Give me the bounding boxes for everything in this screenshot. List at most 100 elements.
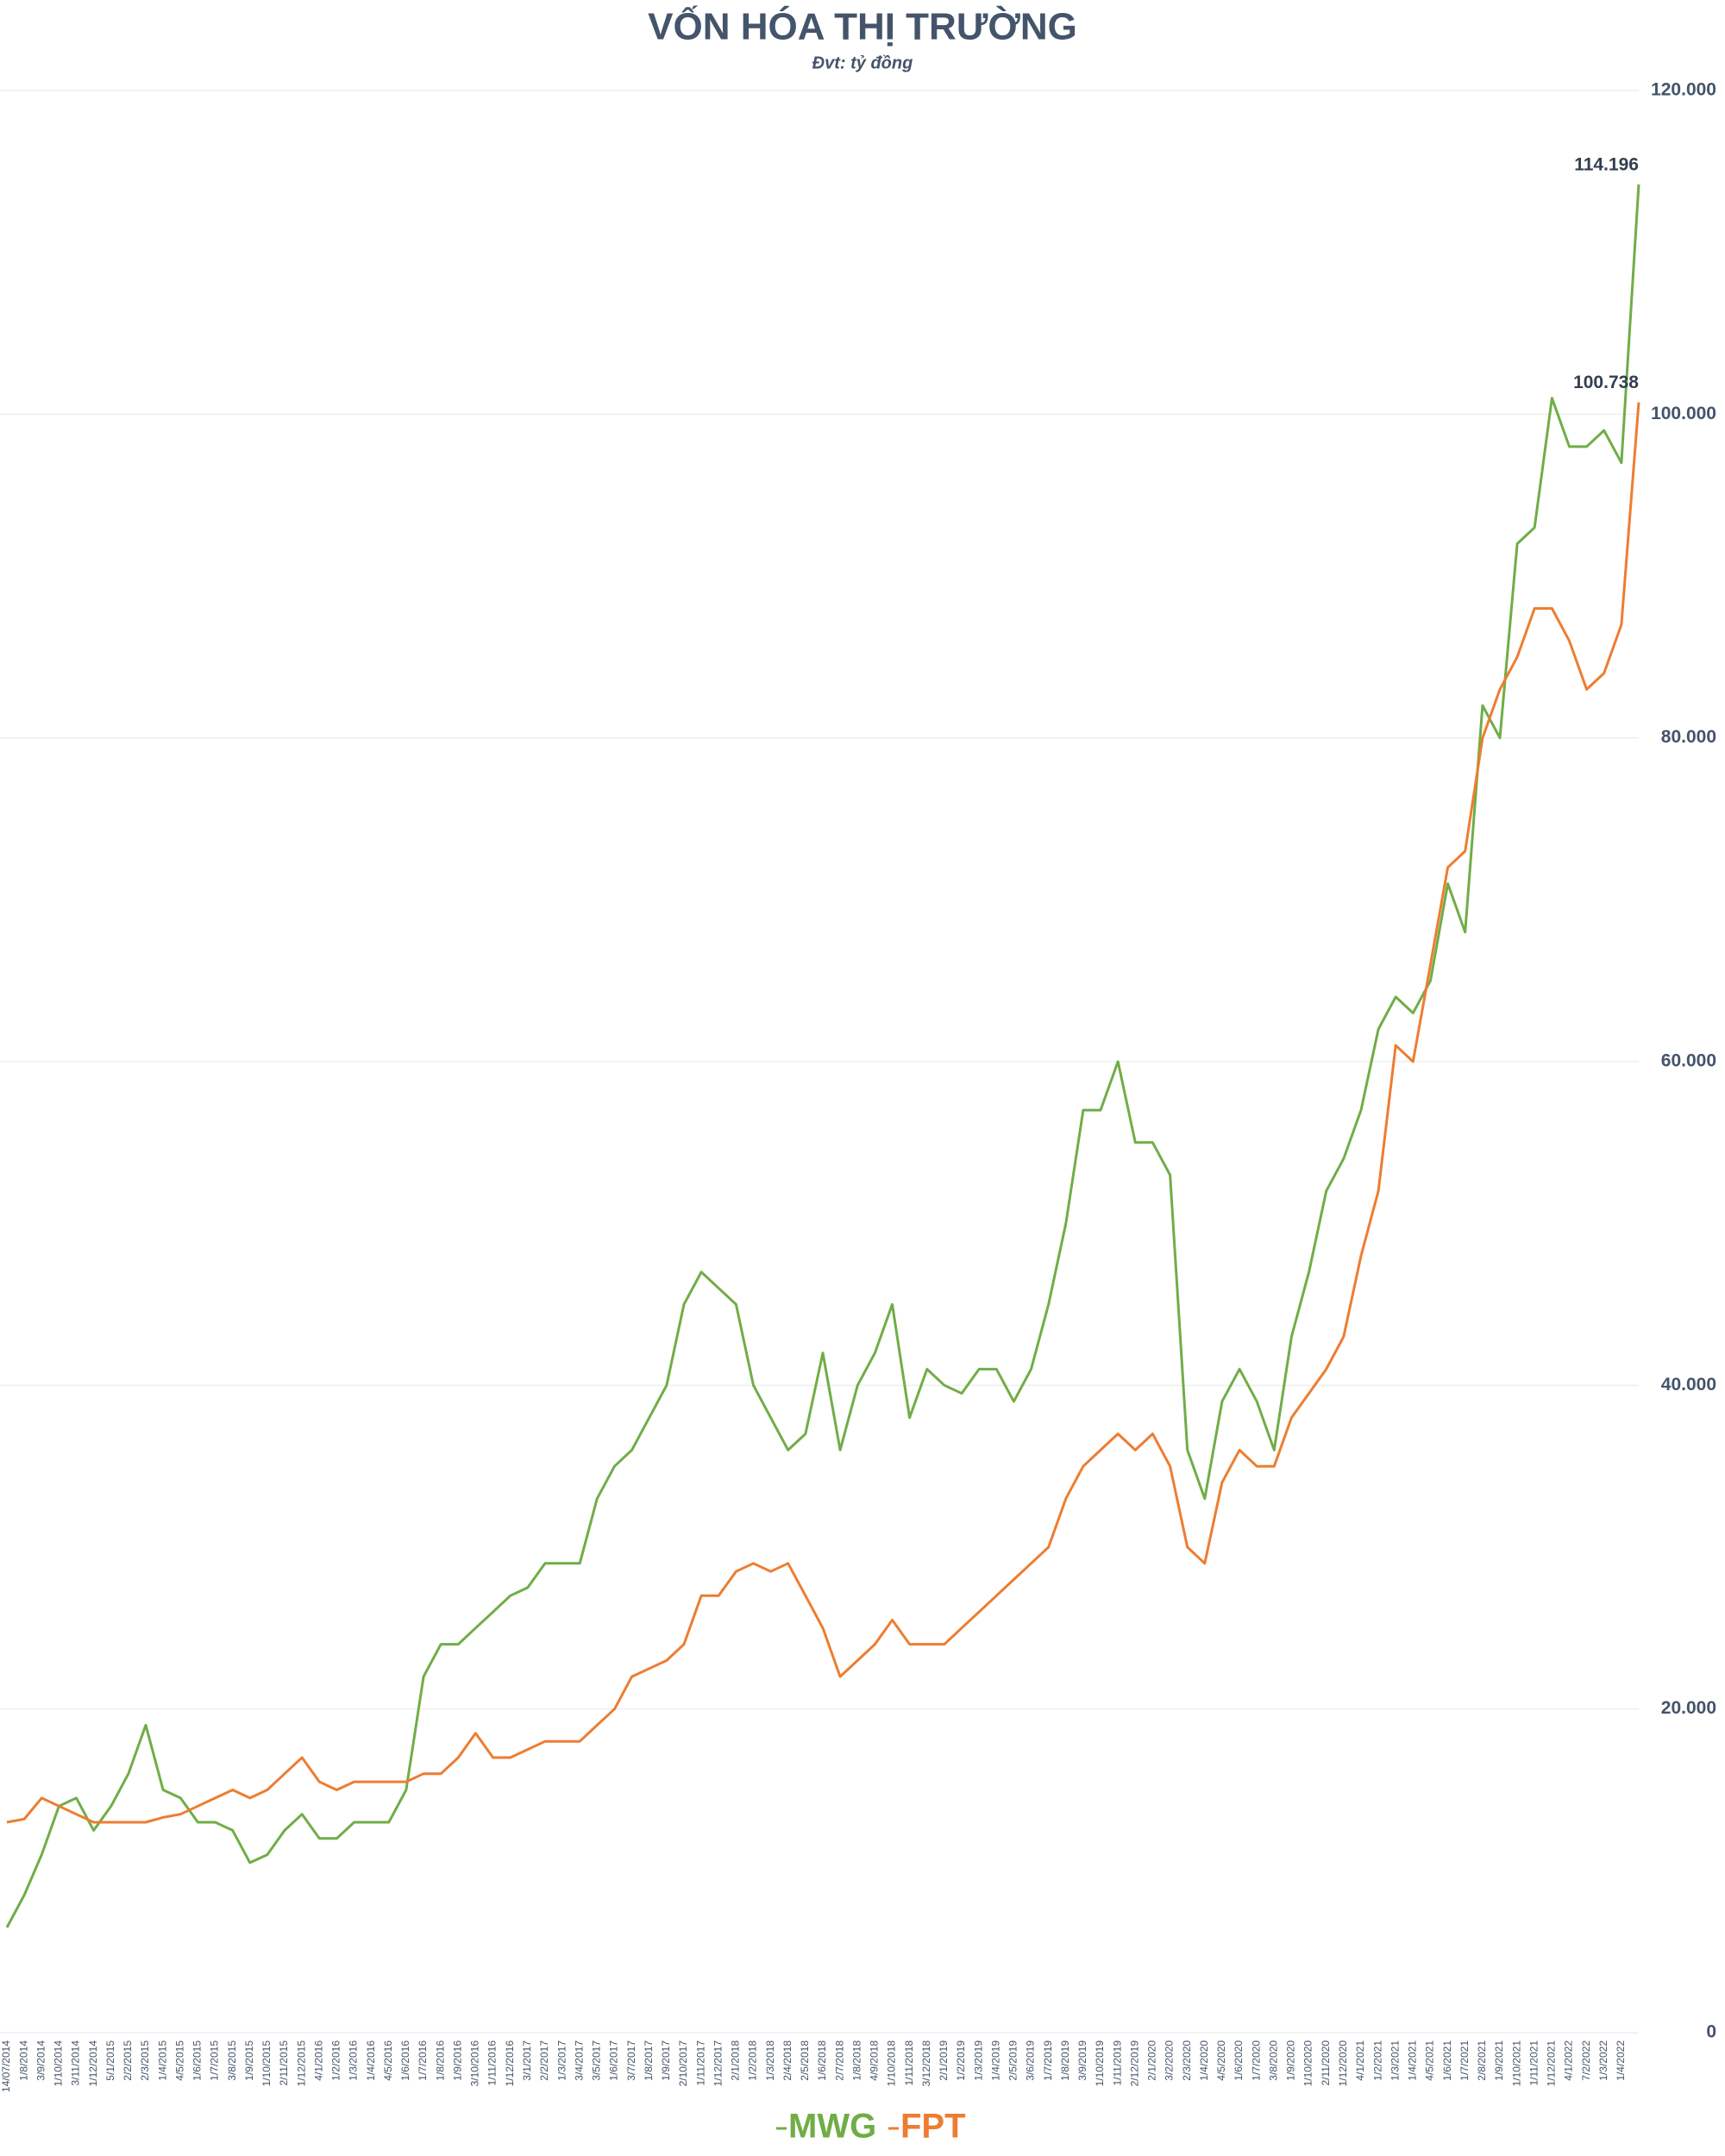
legend-label: FPT (900, 2108, 966, 2146)
legend-label: MWG (788, 2108, 876, 2146)
data-label: 114.196 (1574, 154, 1639, 174)
x-tick-label: 1/9/2017 (660, 2040, 672, 2081)
x-tick-label: 1/11/2021 (1527, 2040, 1540, 2086)
x-tick-label: 3/9/2019 (1076, 2040, 1088, 2081)
x-tick-label: 1/8/2017 (643, 2040, 655, 2081)
x-tick-label: 1/10/2020 (1302, 2040, 1314, 2087)
x-tick-label: 1/10/2019 (1094, 2040, 1106, 2087)
x-tick-label: 1/12/2020 (1337, 2040, 1349, 2087)
x-tick-label: 2/3/2015 (139, 2040, 151, 2081)
x-tick-label: 7/2/2022 (1580, 2040, 1592, 2081)
x-tick-label: 14/07/2014 (0, 2040, 12, 2092)
x-tick-label: 2/7/2018 (833, 2040, 845, 2081)
x-tick-label: 2/10/2017 (677, 2040, 689, 2087)
x-tick-label: 3/5/2017 (591, 2040, 603, 2081)
x-tick-label: 1/9/2015 (243, 2040, 255, 2081)
x-tick-label: 2/1/2020 (1146, 2040, 1158, 2081)
x-tick-label: 1/3/2018 (764, 2040, 776, 2081)
chart-title: VỐN HÓA THỊ TRƯỜNG (648, 4, 1077, 48)
x-tick-label: 2/2/2017 (538, 2040, 550, 2081)
x-tick-label: 1/4/2022 (1615, 2040, 1627, 2081)
x-tick-label: 1/11/2018 (903, 2040, 915, 2086)
x-tick-label: 1/3/2021 (1389, 2040, 1401, 2081)
x-tick-label: 1/4/2015 (156, 2040, 168, 2081)
x-tick-label: 2/11/2015 (278, 2040, 290, 2086)
x-tick-label: 3/9/2014 (34, 2040, 47, 2081)
x-tick-label: 1/12/2017 (712, 2040, 724, 2087)
x-tick-label: 4/9/2018 (869, 2040, 881, 2081)
x-tick-label: 1/4/2016 (365, 2040, 377, 2081)
x-tick-label: 3/12/2018 (920, 2040, 932, 2087)
x-tick-label: 4/1/2022 (1563, 2040, 1575, 2081)
x-tick-label: 3/11/2014 (70, 2040, 82, 2086)
x-tick-label: 1/2/2019 (955, 2040, 967, 2081)
x-tick-label: 3/2/2020 (1164, 2040, 1176, 2081)
x-tick-label: 2/3/2020 (1181, 2040, 1193, 2081)
y-tick-label: 40.000 (1661, 1375, 1716, 1395)
x-tick-label: 1/7/2015 (209, 2040, 221, 2081)
x-tick-label: 4/5/2020 (1215, 2040, 1227, 2081)
y-tick-label: 100.000 (1651, 404, 1716, 423)
x-tick-label: 1/10/2018 (886, 2040, 898, 2087)
y-tick-label: 20.000 (1661, 1698, 1716, 1718)
x-tick-label: 2/8/2021 (1476, 2040, 1488, 2081)
x-tick-label: 1/8/2014 (17, 2040, 29, 2081)
y-tick-label: 60.000 (1661, 1051, 1716, 1071)
x-tick-label: 1/12/2015 (295, 2040, 307, 2087)
x-tick-label: 1/9/2021 (1493, 2040, 1505, 2081)
x-tick-label: 1/6/2021 (1441, 2040, 1453, 2081)
x-tick-label: 1/4/2021 (1407, 2040, 1419, 2081)
x-tick-label: 4/5/2016 (382, 2040, 394, 2081)
x-tick-label: 1/11/2019 (1111, 2040, 1123, 2086)
series-line (5, 184, 1640, 1928)
data-label: 100.738 (1573, 373, 1639, 392)
x-tick-label: 4/1/2021 (1354, 2040, 1366, 2081)
x-tick-label: 2/5/2018 (799, 2040, 811, 2081)
x-tick-label: 1/7/2016 (417, 2040, 429, 2081)
x-tick-label: 2/5/2019 (1007, 2040, 1019, 2081)
x-tick-label: 2/2/2015 (122, 2040, 134, 2081)
chart-subtitle: Đvt: tỷ đồng (812, 53, 913, 72)
x-tick-label: 1/6/2018 (816, 2040, 828, 2081)
x-tick-label: 3/4/2017 (573, 2040, 585, 2081)
x-tick-label: 1/6/2020 (1233, 2040, 1245, 2081)
x-tick-label: 1/4/2019 (989, 2040, 1001, 2081)
x-tick-label: 1/2/2016 (330, 2040, 342, 2081)
x-tick-label: 1/8/2016 (434, 2040, 446, 2081)
x-tick-label: 4/1/2016 (312, 2040, 324, 2081)
x-tick-label: 2/12/2019 (1128, 2040, 1140, 2087)
x-tick-label: 2/4/2018 (781, 2040, 794, 2081)
x-tick-label: 1/8/2018 (850, 2040, 862, 2081)
x-tick-label: 1/10/2015 (260, 2040, 273, 2087)
x-tick-label: 3/8/2020 (1267, 2040, 1279, 2081)
x-tick-label: 3/1/2017 (521, 2040, 533, 2081)
x-tick-label: 1/12/2021 (1546, 2040, 1558, 2087)
x-tick-label: 1/7/2021 (1458, 2040, 1471, 2081)
x-tick-label: 1/2/2018 (747, 2040, 759, 2081)
x-tick-label: 1/7/2020 (1250, 2040, 1262, 2081)
x-tick-label: 1/6/2016 (399, 2040, 411, 2081)
x-tick-label: 5/1/2015 (104, 2040, 116, 2081)
x-tick-label: 1/3/2019 (972, 2040, 984, 2081)
x-tick-label: 3/8/2015 (226, 2040, 238, 2081)
x-tick-label: 1/3/2022 (1597, 2040, 1609, 2081)
series-line (6, 402, 1640, 1824)
x-tick-label: 1/7/2019 (1042, 2040, 1054, 2081)
x-tick-label: 2/1/2018 (730, 2040, 742, 2081)
x-tick-label: 3/10/2016 (469, 2040, 481, 2087)
y-tick-label: 0 (1706, 2022, 1716, 2042)
x-tick-label: 2/11/2020 (1320, 2040, 1332, 2086)
x-tick-label: 3/6/2019 (1025, 2040, 1037, 2081)
x-tick-label: 1/12/2014 (87, 2040, 99, 2087)
y-tick-label: 80.000 (1661, 727, 1716, 747)
x-tick-label: 1/2/2021 (1371, 2040, 1383, 2081)
x-tick-label: 4/5/2015 (173, 2040, 185, 2081)
x-tick-label: 1/3/2017 (555, 2040, 568, 2081)
x-tick-label: 1/11/2017 (694, 2040, 706, 2086)
x-tick-label: 1/9/2020 (1285, 2040, 1297, 2081)
x-tick-label: 1/3/2016 (348, 2040, 360, 2081)
x-tick-label: 3/7/2017 (625, 2040, 637, 2081)
x-tick-label: 1/12/2016 (504, 2040, 516, 2087)
x-tick-label: 1/11/2016 (486, 2040, 499, 2086)
